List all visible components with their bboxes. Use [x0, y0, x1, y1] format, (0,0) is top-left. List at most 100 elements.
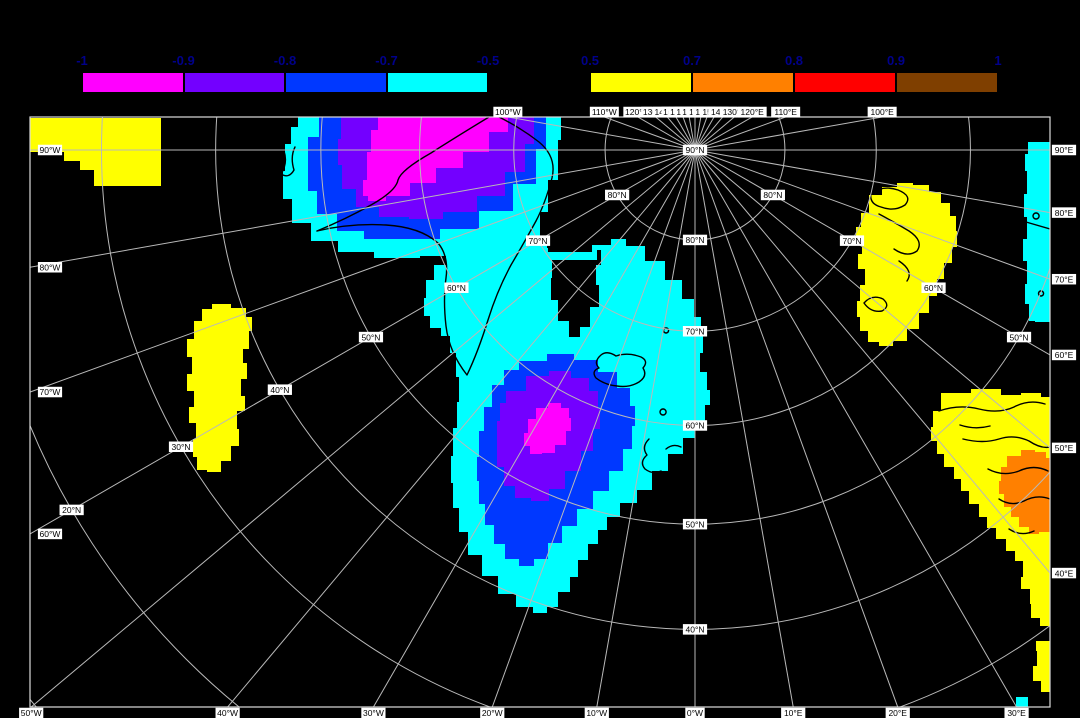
grid-label-bg: [584, 707, 609, 718]
lon-label-right: 80°E: [1051, 207, 1077, 218]
lon-label-left: 70°W: [37, 386, 63, 398]
colorbar-tick-label: 1: [994, 53, 1002, 68]
lon-label-left: 90°W: [37, 144, 63, 156]
grid-label-text: 70°N: [529, 236, 548, 246]
coastline: [316, 117, 490, 232]
lat-label: 50°N: [682, 518, 708, 530]
grid-label-bg: [444, 282, 469, 293]
region-magenta-greenland: [363, 117, 509, 201]
lon-label-top: 120°E: [737, 106, 767, 118]
grid-label-bg: [37, 262, 63, 273]
colorbar-tick-label: -0.7: [375, 53, 398, 68]
lat-label: 40°N: [267, 384, 292, 395]
grid-label-text: 60°N: [686, 421, 705, 431]
coastline: [863, 187, 920, 313]
grid-label-text: 120°W: [625, 107, 651, 117]
lon-label-bottom: 20°E: [885, 707, 910, 718]
grid-label-text: 50°E: [1055, 443, 1074, 453]
grid-label-bg: [37, 386, 63, 398]
region-black-pocket-east-greenland: [551, 250, 601, 337]
grid-label-text: 50°N: [361, 332, 380, 342]
grid-label-text: 10°E: [784, 708, 803, 718]
grid-label-bg: [1051, 567, 1077, 579]
grid-label-bg: [1051, 442, 1077, 454]
colorbar-tick-label: 0.7: [682, 53, 702, 68]
lon-label-right: 90°E: [1051, 144, 1077, 156]
lon-label-bottom: 30°W: [361, 707, 386, 718]
grid-label-bg: [361, 707, 386, 718]
coastline: [938, 401, 1050, 535]
lon-label-bottom: 50°W: [19, 707, 44, 718]
colorbar-segment: [285, 72, 387, 93]
region-cyan-bottom-right-dot: [1005, 697, 1028, 707]
grid-label-bg: [760, 189, 785, 201]
grid-label-bg: [37, 528, 63, 540]
grid-label-text: 90°E: [1055, 145, 1074, 155]
grid-label-bg: [682, 326, 708, 337]
grid-label-bg: [682, 420, 708, 431]
colorbar-tick-label: 0.8: [784, 53, 804, 68]
grid-label-bg: [737, 106, 767, 118]
meridian-70: [694, 149, 1050, 280]
grid-label-bg: [685, 707, 705, 718]
colorbar-segment: [896, 72, 998, 93]
grid-label-text: 60°N: [924, 283, 943, 293]
colorbar-tick-label: -0.8: [273, 53, 297, 68]
lon-label-bottom: 10°E: [781, 707, 806, 718]
grid-label-bg: [1004, 707, 1029, 718]
grid-label-text: 60°N: [447, 283, 466, 293]
grid-label-bg: [623, 106, 653, 118]
meridian-80: [694, 149, 1050, 214]
pole-label: 90°N: [682, 144, 708, 156]
coastline: [641, 438, 682, 496]
grid-label-text: 90°W: [40, 145, 61, 155]
grid-label-text: 30°W: [363, 708, 384, 718]
coastline: [279, 117, 296, 177]
lat-label: 70°N: [839, 235, 865, 246]
grid-label-text: 0°W: [687, 708, 703, 718]
region-yellow-mid-atlantic: [187, 304, 252, 472]
colorbar-positive: 0.5 0.7 0.8 0.9 1: [581, 53, 1002, 93]
lon-label-right: 60°E: [1051, 349, 1077, 361]
meridian--30: [372, 149, 696, 707]
grid-labels: 100°W110°W120°W130°W140°W150°W160°W170°W…: [19, 106, 1077, 718]
meridian--80: [30, 149, 696, 268]
grid-label-text: 110°E: [774, 107, 797, 117]
grid-label-bg: [1006, 331, 1032, 343]
meridian--40: [226, 149, 696, 707]
grid-label-text: 30°N: [172, 442, 191, 452]
region-cyan-ural-strip: [1023, 142, 1050, 322]
colorbar-tick-label: -1: [76, 53, 88, 68]
lon-label-top: 110°E: [771, 106, 801, 118]
lat-label: 30°N: [168, 441, 194, 453]
grid-label-bg: [168, 441, 194, 453]
region-yellow-southeast-europe: [931, 389, 1050, 626]
grid-label-bg: [19, 707, 44, 718]
region-magenta-atlantic-core: [524, 403, 571, 454]
grid-label-bg: [1051, 349, 1077, 361]
grid-label-text: 40°N: [270, 385, 289, 395]
colorbar-tick-label: 0.9: [886, 53, 906, 68]
lon-label-top: 110°W: [589, 106, 619, 118]
grid-label-bg: [771, 106, 801, 118]
grid-label-bg: [682, 518, 708, 530]
grid-label-bg: [605, 189, 630, 201]
grid-label-text: 50°N: [1010, 332, 1029, 342]
coastline: [593, 352, 647, 388]
grid-label-text: 80°E: [1055, 208, 1074, 218]
lat-label: 60°N: [682, 420, 708, 431]
grid-label-bg: [839, 235, 865, 246]
grid-label-text: 80°N: [686, 235, 705, 245]
colorbar-segment: [590, 72, 692, 93]
grid-label-text: 20°N: [62, 505, 81, 515]
lon-label-left: 60°W: [37, 528, 63, 540]
grid-label-text: 70°E: [1055, 274, 1074, 284]
grid-label-text: 80°W: [40, 262, 61, 272]
lat-label: 70°N: [682, 326, 708, 337]
grid-label-bg: [1051, 207, 1077, 218]
grid-label-bg: [267, 384, 292, 395]
region-orange-caspian: [999, 450, 1050, 534]
